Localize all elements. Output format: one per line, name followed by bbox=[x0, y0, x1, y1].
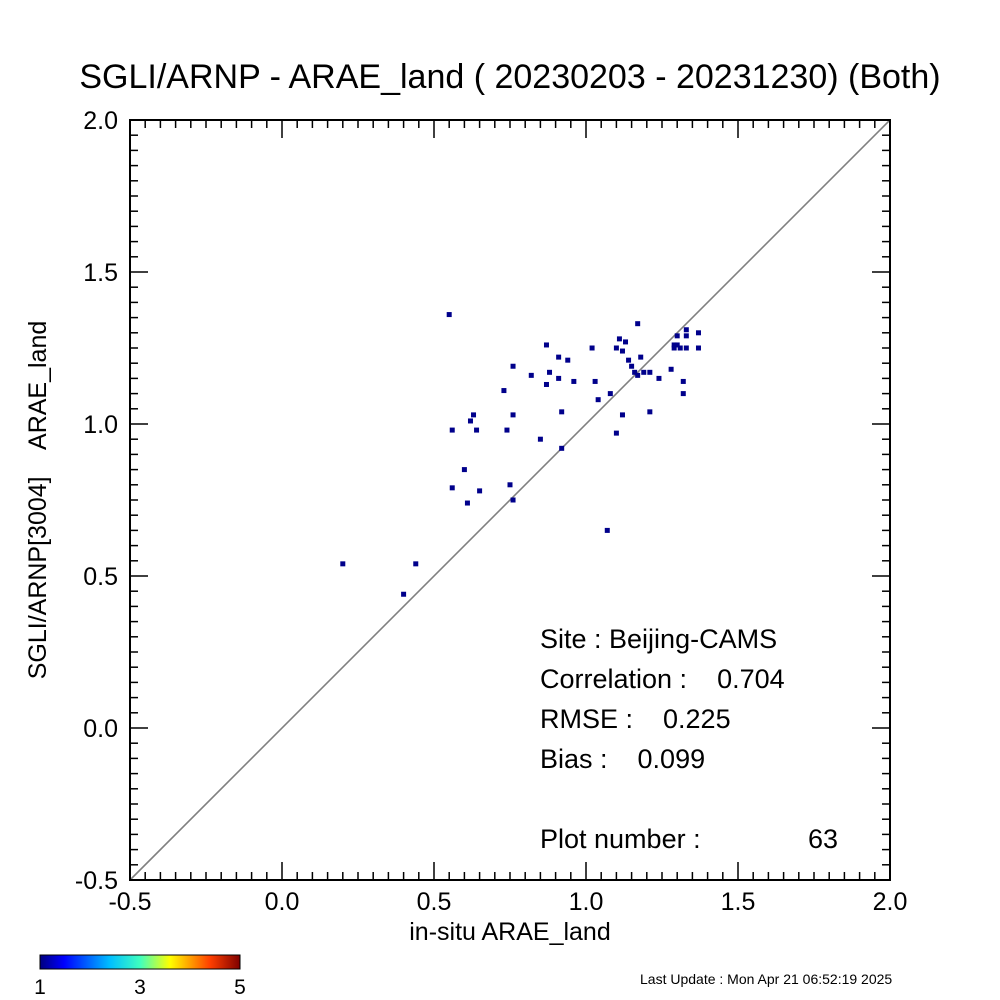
data-point bbox=[510, 363, 516, 369]
data-point bbox=[695, 345, 701, 351]
data-point bbox=[635, 372, 641, 378]
y-tick-label: 2.0 bbox=[83, 107, 118, 135]
correlation-annotation: Correlation : 0.704 bbox=[540, 664, 785, 694]
colorbar bbox=[39, 954, 241, 970]
data-point bbox=[559, 445, 565, 451]
data-point bbox=[501, 388, 507, 394]
chart-title: SGLI/ARNP - ARAE_land ( 20230203 - 20231… bbox=[79, 58, 940, 96]
rmse-annotation: RMSE : 0.225 bbox=[540, 704, 731, 734]
data-point bbox=[556, 354, 562, 360]
data-point bbox=[668, 366, 674, 372]
x-tick-label: 1.5 bbox=[721, 888, 756, 916]
data-point bbox=[401, 591, 407, 597]
data-point bbox=[635, 321, 641, 327]
plot-number-value: 63 bbox=[808, 824, 838, 854]
data-point bbox=[683, 345, 689, 351]
last-update: Last Update : Mon Apr 21 06:52:19 2025 bbox=[640, 971, 892, 987]
data-point bbox=[674, 333, 680, 339]
data-point bbox=[446, 312, 452, 318]
data-point bbox=[595, 397, 601, 403]
colorbar-tick-mid: 3 bbox=[134, 976, 146, 999]
data-point bbox=[638, 354, 644, 360]
data-point bbox=[537, 436, 543, 442]
data-point bbox=[510, 412, 516, 418]
colorbar-tick-min: 1 bbox=[34, 976, 46, 999]
data-point bbox=[677, 345, 683, 351]
plot-frame bbox=[129, 119, 891, 881]
data-point bbox=[528, 372, 534, 378]
data-point bbox=[671, 345, 677, 351]
data-point bbox=[626, 357, 632, 363]
data-point bbox=[543, 342, 549, 348]
axis-tick-labels: -0.5 0.0 0.5 1.0 1.5 2.0 -0.5 0.0 0.5 1.0 1.5 2.0 bbox=[75, 107, 907, 916]
data-point bbox=[592, 378, 598, 384]
y-tick-label: 1.0 bbox=[83, 411, 118, 439]
data-point bbox=[604, 527, 610, 533]
x-tick-label: 1.0 bbox=[569, 888, 604, 916]
x-tick-label: 0.5 bbox=[417, 888, 452, 916]
colorbar-tick-max: 5 bbox=[234, 976, 246, 999]
data-point bbox=[619, 348, 625, 354]
data-point bbox=[683, 333, 689, 339]
data-point bbox=[507, 482, 513, 488]
data-point bbox=[656, 375, 662, 381]
plot-number-label: Plot number : bbox=[540, 824, 701, 854]
data-point bbox=[607, 391, 613, 397]
data-point bbox=[680, 391, 686, 397]
data-point bbox=[571, 378, 577, 384]
data-point bbox=[464, 500, 470, 506]
y-tick-label: 0.0 bbox=[83, 715, 118, 743]
bias-annotation: Bias : 0.099 bbox=[540, 744, 705, 774]
data-point bbox=[641, 369, 647, 375]
x-tick-label: -0.5 bbox=[108, 888, 151, 916]
y-tick-label: 1.5 bbox=[83, 259, 118, 287]
data-point bbox=[647, 409, 653, 415]
data-point bbox=[647, 369, 653, 375]
data-point bbox=[413, 561, 419, 567]
data-point bbox=[589, 345, 595, 351]
data-point bbox=[619, 412, 625, 418]
data-point bbox=[671, 342, 677, 348]
y-tick-label: 0.5 bbox=[83, 563, 118, 591]
data-point bbox=[674, 342, 680, 348]
data-point bbox=[556, 375, 562, 381]
data-point bbox=[543, 381, 549, 387]
y-tick-label: -0.5 bbox=[75, 867, 118, 895]
data-point bbox=[504, 427, 510, 433]
x-tick-label: 0.0 bbox=[265, 888, 300, 916]
data-point bbox=[510, 497, 516, 503]
data-point bbox=[449, 427, 455, 433]
one-to-one-line bbox=[129, 119, 891, 881]
site-annotation: Site : Beijing-CAMS bbox=[540, 624, 777, 654]
data-point bbox=[547, 369, 553, 375]
data-point bbox=[449, 485, 455, 491]
data-point bbox=[559, 409, 565, 415]
data-point bbox=[683, 327, 689, 333]
data-point bbox=[461, 467, 467, 473]
data-point bbox=[613, 430, 619, 436]
data-point bbox=[467, 418, 473, 424]
data-point bbox=[565, 357, 571, 363]
y-axis-label: SGLI/ARNP[3004] ARAE_land bbox=[24, 321, 52, 680]
data-point bbox=[474, 427, 480, 433]
data-point bbox=[471, 412, 477, 418]
data-point bbox=[613, 345, 619, 351]
data-point bbox=[695, 330, 701, 336]
data-points bbox=[340, 312, 701, 597]
data-point bbox=[623, 339, 629, 345]
data-point bbox=[680, 378, 686, 384]
data-point bbox=[632, 369, 638, 375]
data-point bbox=[477, 488, 483, 494]
data-point bbox=[629, 363, 635, 369]
x-axis-label: in-situ ARAE_land bbox=[409, 918, 611, 946]
data-point bbox=[616, 336, 622, 342]
data-point bbox=[340, 561, 346, 567]
x-tick-label: 2.0 bbox=[873, 888, 908, 916]
